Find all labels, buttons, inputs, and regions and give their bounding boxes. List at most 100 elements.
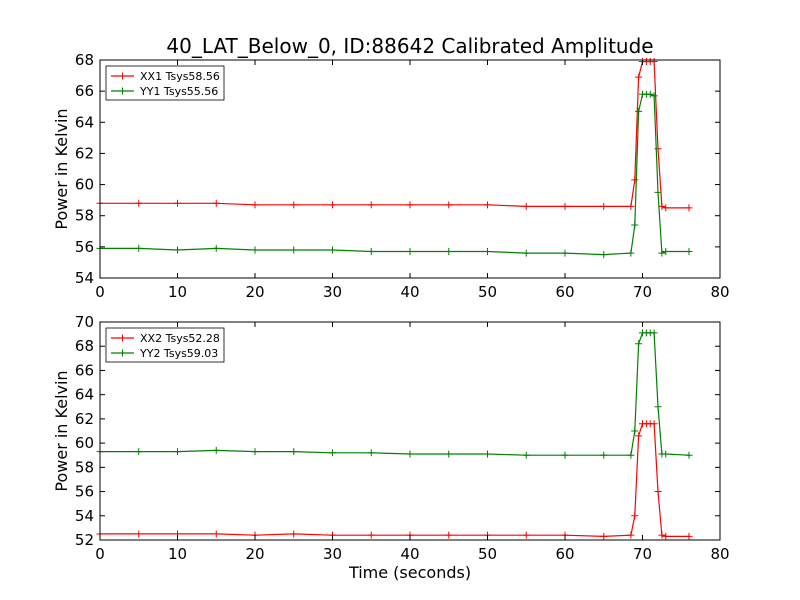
data-point <box>646 90 654 98</box>
data-point <box>406 248 414 256</box>
data-point <box>627 531 635 539</box>
data-point <box>135 448 143 456</box>
data-point <box>600 532 608 540</box>
data-point <box>251 448 259 456</box>
x-tick-label: 50 <box>478 283 497 301</box>
data-point <box>329 449 336 457</box>
top-panel: 0 10 20 30 40 50 60 70 80 54 56 58 60 62 64 66 68 Power i… <box>52 51 730 301</box>
y-tick-label: 70 <box>75 313 94 331</box>
y-tick-label: 64 <box>75 113 94 131</box>
y-tick-label: 58 <box>75 207 94 225</box>
x-tick-label: 80 <box>710 545 729 563</box>
data-point <box>631 512 639 520</box>
data-point <box>600 251 608 259</box>
data-point <box>685 451 693 459</box>
data-point <box>654 403 662 411</box>
y-tick-label: 60 <box>75 434 94 452</box>
data-point <box>600 451 608 459</box>
data-point <box>658 249 666 257</box>
y-tick-label: 54 <box>75 269 94 287</box>
y-tick-label: 62 <box>75 144 94 162</box>
y-tick-label: 68 <box>75 51 94 69</box>
x-tick-label: 20 <box>245 545 264 563</box>
data-point <box>685 204 693 212</box>
data-point <box>212 244 220 252</box>
legend-label: YY2 Tsys59.03 <box>139 347 218 360</box>
data-point <box>635 73 643 81</box>
data-point <box>627 202 635 210</box>
data-point <box>406 201 414 209</box>
x-tick-label: 0 <box>95 545 105 563</box>
y-axis-label: Power in Kelvin <box>52 370 71 491</box>
data-point <box>685 248 693 256</box>
x-tick-label: 70 <box>633 545 652 563</box>
data-point <box>627 249 635 257</box>
x-tick-label: 20 <box>245 283 264 301</box>
data-point <box>662 532 670 540</box>
data-point <box>662 204 670 212</box>
y-tick-label: 66 <box>75 361 94 379</box>
data-point <box>635 432 643 440</box>
data-point <box>445 531 453 539</box>
data-point <box>522 531 530 539</box>
series-line <box>100 93 689 256</box>
y-tick-label: 60 <box>75 176 94 194</box>
x-tick-label: 40 <box>400 545 419 563</box>
x-tick-label: 10 <box>168 283 187 301</box>
data-point <box>650 329 658 337</box>
data-point <box>367 248 375 256</box>
data-point <box>329 201 336 209</box>
data-point <box>658 202 666 210</box>
data-point <box>251 246 259 254</box>
x-tick-label: 60 <box>555 545 574 563</box>
x-tick-label: 40 <box>400 283 419 301</box>
data-point <box>650 420 658 428</box>
bottom-panel: 0 10 20 30 40 50 60 70 80 52 54 56 58 60 62 64 66 68 70 Pow… <box>52 313 730 563</box>
data-point <box>635 107 643 115</box>
y-tick-label: 58 <box>75 458 94 476</box>
data-point <box>662 450 670 458</box>
legend-marker <box>119 72 126 80</box>
y-tick-label: 52 <box>75 531 94 549</box>
data-point <box>445 248 453 256</box>
data-point <box>484 450 491 458</box>
data-point <box>174 246 181 254</box>
data-point <box>135 199 143 207</box>
data-point <box>290 530 298 538</box>
x-tick-label: 10 <box>168 545 187 563</box>
x-tick-label: 30 <box>323 283 342 301</box>
data-point <box>445 450 453 458</box>
x-tick-label: 70 <box>633 283 652 301</box>
data-point <box>522 451 530 459</box>
legend-label: YY1 Tsys55.56 <box>139 85 218 98</box>
data-point <box>662 248 670 256</box>
chart-title: 40_LAT_Below_0, ID:88642 Calibrated Ampl… <box>166 34 653 58</box>
x-tick-label: 60 <box>555 283 574 301</box>
x-axis-label: Time (seconds) <box>348 563 471 582</box>
data-point <box>135 244 143 252</box>
legend: XX1 Tsys58.56 YY1 Tsys55.56 <box>105 65 225 101</box>
data-point <box>367 531 375 539</box>
data-point <box>290 201 298 209</box>
y-tick-label: 62 <box>75 410 94 428</box>
legend-marker <box>119 87 126 95</box>
data-point <box>561 202 569 210</box>
data-point <box>650 58 658 66</box>
data-point <box>135 530 143 538</box>
x-tick-label: 30 <box>323 545 342 563</box>
legend-label: XX2 Tsys52.28 <box>140 332 220 345</box>
y-tick-label: 54 <box>75 507 94 525</box>
series-line <box>100 423 689 538</box>
data-point <box>650 92 658 100</box>
data-point <box>367 201 375 209</box>
data-point <box>631 427 639 435</box>
y-axis-label: Power in Kelvin <box>52 108 71 229</box>
legend-label: XX1 Tsys58.56 <box>140 70 220 83</box>
data-point <box>658 531 666 539</box>
data-point <box>367 449 375 457</box>
data-point <box>627 451 635 459</box>
legend-box <box>105 327 225 363</box>
data-point <box>484 201 491 209</box>
data-point <box>212 530 220 538</box>
